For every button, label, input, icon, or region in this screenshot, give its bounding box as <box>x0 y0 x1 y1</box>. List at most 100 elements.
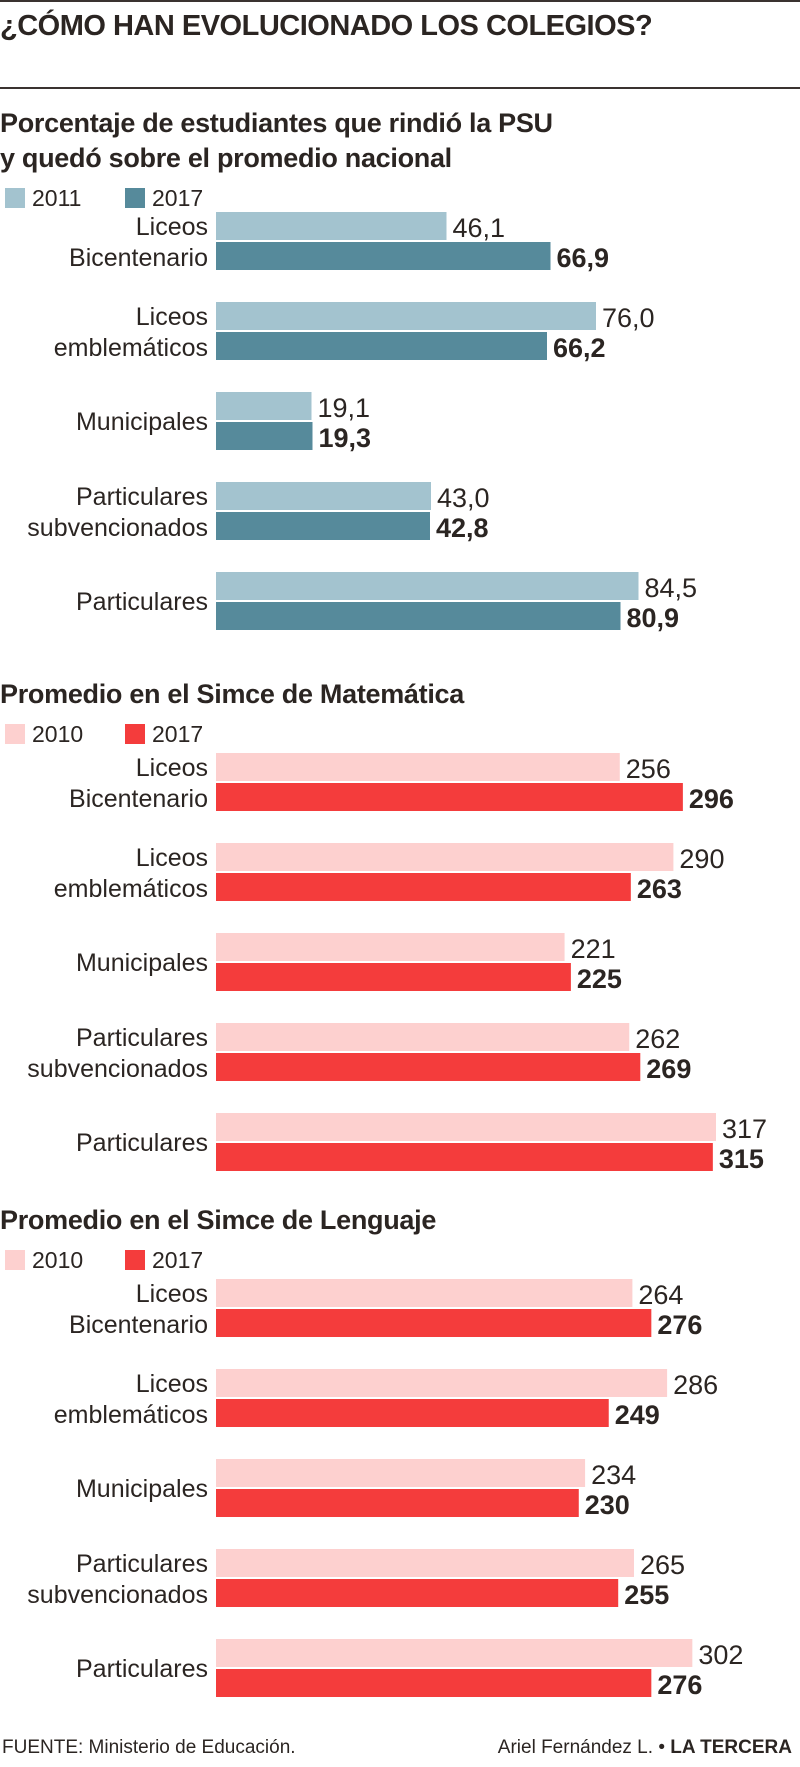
bar-2010 <box>216 1023 630 1051</box>
legend-label-2011: 2011 <box>32 185 82 211</box>
category-label: subvencionados <box>27 514 208 542</box>
category-label: emblemáticos <box>54 875 208 903</box>
value-label: 66,2 <box>553 333 606 363</box>
category-label: Particulares <box>76 1655 208 1683</box>
bar-2011 <box>216 302 596 330</box>
value-label: 276 <box>657 1670 702 1700</box>
legend-label-2017: 2017 <box>152 185 204 211</box>
footer-credit: Ariel Fernández L. • LA TERCERA <box>498 1737 792 1759</box>
bar-2010 <box>216 1279 633 1307</box>
category-label: Municipales <box>76 408 208 436</box>
value-label: 249 <box>615 1400 660 1430</box>
chart-psu: Liceos Bicentenario 46,1 66,9 Liceos emblemát… <box>27 212 697 633</box>
bar-2010 <box>216 1369 668 1397</box>
chart-title-psu: Porcentaje de estudiantes que rindió la … <box>0 106 560 176</box>
category-label: Liceos <box>136 1370 208 1398</box>
bar-2017 <box>216 242 551 270</box>
bar-2017 <box>216 963 571 991</box>
value-label: 46,1 <box>453 213 506 243</box>
bar-2011 <box>216 482 431 510</box>
bar-2010 <box>216 933 565 961</box>
value-label: 302 <box>698 1640 743 1670</box>
bar-2017 <box>216 602 621 630</box>
category-label: subvencionados <box>27 1581 208 1609</box>
category-label: Liceos <box>136 754 208 782</box>
chart-lenguaje: LiceosBicentenario264276Liceosemblemátic… <box>27 1279 743 1700</box>
footer-author: Ariel Fernández L. <box>497 1737 654 1758</box>
value-label: 255 <box>624 1580 669 1610</box>
top-rule <box>0 0 800 2</box>
category-label: Particulares <box>76 588 208 616</box>
value-label: 80,9 <box>627 603 680 633</box>
category-label: Particulares <box>76 1024 208 1052</box>
category-label: Bicentenario <box>69 1311 208 1339</box>
category-label: Particulares <box>76 1129 208 1157</box>
value-label: 43,0 <box>437 483 490 513</box>
bar-2010 <box>216 1113 716 1141</box>
legend-label-2017: 2017 <box>152 1247 204 1273</box>
legend-swatch-2017 <box>125 1250 145 1270</box>
bar-2017 <box>216 332 547 360</box>
category-label: Particulares <box>76 483 208 511</box>
bar-2017 <box>216 422 313 450</box>
legend-label-2017: 2017 <box>152 721 204 747</box>
value-label: 276 <box>657 1310 702 1340</box>
value-label: 290 <box>679 844 724 874</box>
footer-brand: LA TERCERA <box>670 1737 792 1758</box>
value-label: 269 <box>646 1054 691 1084</box>
legend-swatch-2010 <box>5 1250 25 1270</box>
legend-label-2010: 2010 <box>32 1247 84 1273</box>
category-label: Liceos <box>136 213 208 241</box>
category-label: subvencionados <box>27 1055 208 1083</box>
bar-2010 <box>216 843 674 871</box>
value-label: 317 <box>722 1114 767 1144</box>
bar-2010 <box>216 1549 634 1577</box>
bar-2010 <box>216 1459 586 1487</box>
category-label: Liceos <box>136 1280 208 1308</box>
bar-2011 <box>216 572 639 600</box>
value-label: 265 <box>640 1550 685 1580</box>
bar-2017 <box>216 512 430 540</box>
category-label: Bicentenario <box>69 785 208 813</box>
chart-title-psu-text: Porcentaje de estudiantes que rindió la … <box>0 108 553 173</box>
category-label: emblemáticos <box>54 334 208 362</box>
chart-title-matematica: Promedio en el Simce de Matemática <box>0 677 464 712</box>
footer-source: FUENTE: Ministerio de Educación. <box>2 1737 296 1758</box>
legend-swatch-2010 <box>5 724 25 744</box>
legend-label-2010: 2010 <box>32 721 84 747</box>
chart-matematica: Liceos Bicentenario 256 296 Liceos emblemátic… <box>27 753 767 1174</box>
footer-separator: • <box>658 1737 665 1758</box>
value-label: 262 <box>635 1024 680 1054</box>
category-label: Municipales <box>76 1475 208 1503</box>
bar-2017 <box>216 1489 579 1517</box>
value-label: 19,1 <box>318 393 371 423</box>
chart-title-lenguaje: Promedio en el Simce de Lenguaje <box>0 1203 436 1238</box>
legend-swatch-2011 <box>5 188 25 208</box>
value-label: 264 <box>638 1280 683 1310</box>
category-label: Liceos <box>136 844 208 872</box>
category-label: Municipales <box>76 949 208 977</box>
bar-2017 <box>216 1143 713 1171</box>
category-label: Bicentenario <box>69 244 208 272</box>
value-label: 234 <box>591 1460 636 1490</box>
value-label: 225 <box>577 964 622 994</box>
value-label: 263 <box>637 874 682 904</box>
value-label: 230 <box>585 1490 630 1520</box>
value-label: 256 <box>626 754 671 784</box>
main-title: ¿CÓMO HAN EVOLUCIONADO LOS COLEGIOS? <box>0 10 653 42</box>
category-label: Liceos <box>136 303 208 331</box>
value-label: 296 <box>689 784 734 814</box>
bar-2011 <box>216 212 447 240</box>
legend-swatch-2017 <box>125 188 145 208</box>
category-label: Particulares <box>76 1550 208 1578</box>
title-rule <box>0 87 800 89</box>
value-label: 66,9 <box>557 243 610 273</box>
bar-2017 <box>216 1579 619 1607</box>
value-label: 286 <box>673 1370 718 1400</box>
bar-2017 <box>216 783 683 811</box>
bar-2017 <box>216 1309 652 1337</box>
value-label: 315 <box>719 1144 764 1174</box>
chart-title-lenguaje-text: Promedio en el Simce de Lenguaje <box>0 1205 437 1235</box>
value-label: 221 <box>571 934 616 964</box>
bar-2017 <box>216 1399 609 1427</box>
